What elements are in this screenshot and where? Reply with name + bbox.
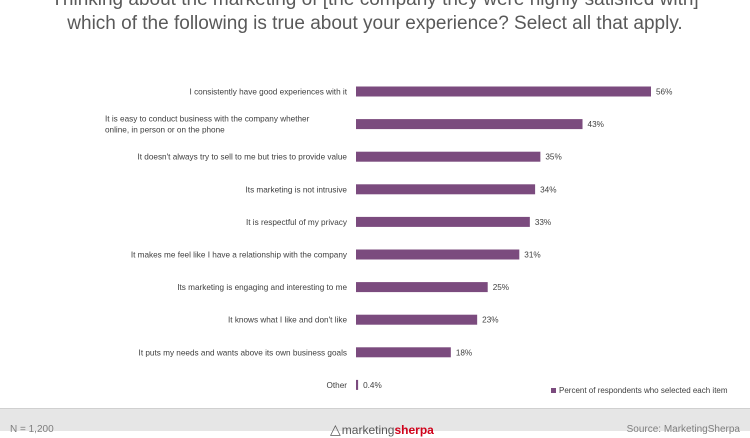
category-label: It doesn't always try to sell to me but … — [137, 153, 347, 162]
legend-swatch — [551, 388, 556, 393]
category-label: Its marketing is not intrusive — [246, 185, 348, 194]
category-label: Other — [327, 381, 348, 390]
bar — [356, 216, 530, 227]
legend: Percent of respondents who selected each… — [551, 386, 728, 395]
category-label: It is respectful of my privacy — [246, 218, 348, 227]
value-label: 43% — [588, 120, 604, 129]
bar — [356, 86, 651, 97]
value-label: 18% — [456, 348, 472, 357]
bar — [356, 184, 536, 195]
bar — [356, 379, 359, 390]
footer: N = 1,200 △marketingsherpa Source: Marke… — [0, 408, 750, 437]
category-label: It makes me feel like I have a relations… — [131, 251, 348, 260]
value-label: 31% — [524, 251, 540, 260]
bar — [356, 249, 520, 260]
category-label: Its marketing is engaging and interestin… — [177, 283, 347, 292]
logo-mountain-icon: △ — [330, 421, 341, 437]
category-label: It puts my needs and wants above its own… — [139, 348, 347, 357]
bar — [356, 347, 451, 358]
category-label: It is easy to conduct business with the … — [105, 115, 310, 135]
value-label: 25% — [493, 283, 509, 292]
category-label: It knows what I like and don't like — [228, 316, 347, 325]
bar — [356, 151, 541, 162]
bar-chart: I consistently have good experiences wit… — [105, 86, 672, 390]
chart-title: Thinking about the marketing of [the com… — [51, 0, 698, 34]
value-label: 35% — [545, 153, 561, 162]
value-label: 23% — [482, 316, 498, 325]
legend-label: Percent of respondents who selected each… — [559, 386, 728, 395]
value-label: 34% — [540, 185, 556, 194]
bar — [356, 119, 583, 130]
value-label: 33% — [535, 218, 551, 227]
category-label: I consistently have good experiences wit… — [190, 88, 348, 97]
bar — [356, 282, 488, 293]
value-label: 0.4% — [363, 381, 382, 390]
value-label: 56% — [656, 88, 672, 97]
bar — [356, 314, 478, 325]
